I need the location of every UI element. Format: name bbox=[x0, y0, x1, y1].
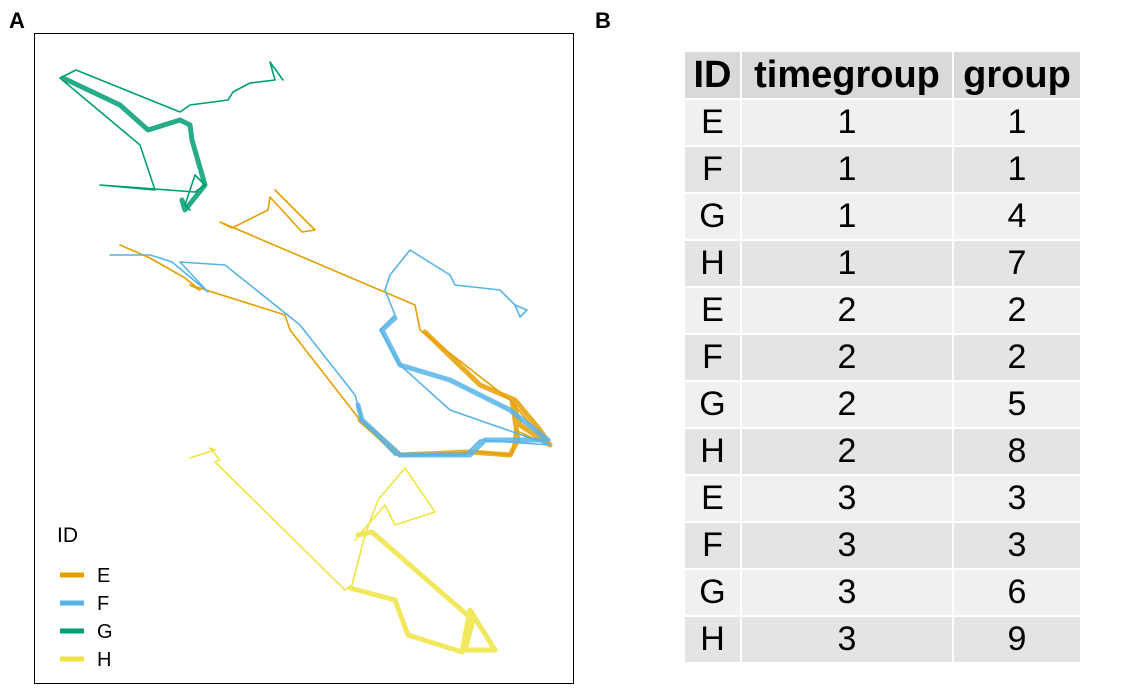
cell-id: E bbox=[685, 100, 742, 147]
cell-timegroup: 2 bbox=[742, 382, 954, 429]
cell-timegroup: 1 bbox=[742, 147, 954, 194]
track-e-thin bbox=[119, 189, 549, 456]
cell-group: 5 bbox=[954, 382, 1082, 429]
cell-id: G bbox=[685, 570, 742, 617]
cell-timegroup: 3 bbox=[742, 570, 954, 617]
cell-group: 9 bbox=[954, 617, 1082, 664]
cell-group: 6 bbox=[954, 570, 1082, 617]
cell-timegroup: 1 bbox=[742, 241, 954, 288]
trajectory-plot-frame bbox=[34, 33, 574, 684]
cell-timegroup: 2 bbox=[742, 429, 954, 476]
cell-timegroup: 2 bbox=[742, 288, 954, 335]
cell-group: 3 bbox=[954, 523, 1082, 570]
cell-group: 2 bbox=[954, 288, 1082, 335]
cell-id: H bbox=[685, 241, 742, 288]
track-h-thin bbox=[189, 447, 436, 591]
cell-id: E bbox=[685, 476, 742, 523]
cell-group: 3 bbox=[954, 476, 1082, 523]
panel-b-label: B bbox=[595, 8, 611, 33]
legend-label-e: E bbox=[97, 565, 110, 587]
cell-id: H bbox=[685, 617, 742, 664]
cell-timegroup: 3 bbox=[742, 523, 954, 570]
cell-group: 4 bbox=[954, 194, 1082, 241]
panel-a-label: A bbox=[9, 8, 25, 33]
track-g-thin bbox=[59, 61, 284, 211]
column-header-timegroup: timegroup bbox=[742, 52, 954, 100]
cell-group: 8 bbox=[954, 429, 1082, 476]
cell-id: F bbox=[685, 335, 742, 382]
cell-id: G bbox=[685, 194, 742, 241]
track-f-thick bbox=[355, 315, 551, 458]
cell-id: G bbox=[685, 382, 742, 429]
legend-title: ID bbox=[57, 524, 78, 547]
cell-timegroup: 1 bbox=[742, 100, 954, 147]
cell-group: 1 bbox=[954, 100, 1082, 147]
cell-group: 7 bbox=[954, 241, 1082, 288]
legend-label-h: H bbox=[97, 649, 111, 671]
track-g-thick bbox=[60, 75, 208, 213]
column-header-group: group bbox=[954, 52, 1082, 100]
cell-group: 1 bbox=[954, 147, 1082, 194]
table-header-row: ID timegroup group bbox=[685, 52, 1082, 100]
track-e-thick bbox=[357, 329, 553, 458]
track-h-thick bbox=[347, 529, 498, 655]
legend-label-g: G bbox=[97, 621, 113, 643]
track-f-thin bbox=[109, 249, 551, 456]
cell-id: E bbox=[685, 288, 742, 335]
cell-timegroup: 2 bbox=[742, 335, 954, 382]
cell-timegroup: 3 bbox=[742, 476, 954, 523]
column-header-id: ID bbox=[685, 52, 742, 100]
cell-id: F bbox=[685, 523, 742, 570]
cell-timegroup: 3 bbox=[742, 617, 954, 664]
cell-id: F bbox=[685, 147, 742, 194]
cell-id: H bbox=[685, 429, 742, 476]
cell-group: 2 bbox=[954, 335, 1082, 382]
legend-label-f: F bbox=[97, 593, 109, 615]
cell-timegroup: 1 bbox=[742, 194, 954, 241]
legend: E F G H bbox=[60, 565, 113, 671]
